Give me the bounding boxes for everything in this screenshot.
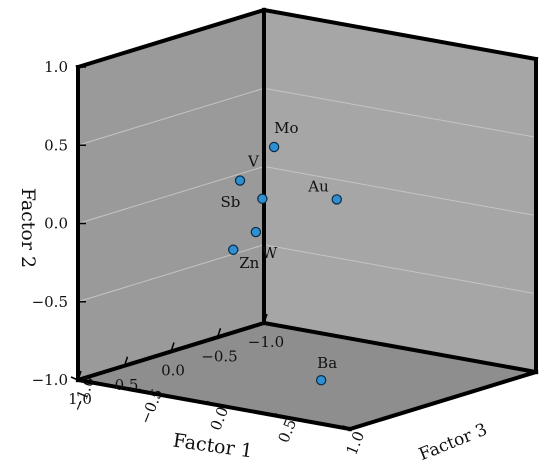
point-v bbox=[234, 175, 246, 186]
z-tick-mark bbox=[342, 425, 351, 430]
point-label-w: W bbox=[262, 244, 278, 262]
y-tick-label: −0.5 bbox=[32, 293, 68, 311]
point-au bbox=[331, 194, 342, 205]
point-sb bbox=[257, 193, 268, 204]
x-tick-mark bbox=[263, 313, 268, 324]
y-tick-label: −1.0 bbox=[32, 371, 68, 389]
y-axis-title: Factor 2 bbox=[17, 188, 39, 268]
point-label-au: Au bbox=[307, 177, 329, 195]
x-tick-mark bbox=[77, 370, 82, 381]
point-ba bbox=[315, 374, 327, 386]
point-label-v: V bbox=[247, 153, 260, 171]
z-tick-label: −1.0 bbox=[68, 374, 98, 415]
x-axis-title: Factor 1 bbox=[172, 430, 254, 463]
point-label-sb: Sb bbox=[220, 193, 240, 211]
x-tick-label: 1.0 bbox=[68, 390, 92, 408]
gridline-left-wall bbox=[77, 87, 265, 146]
x-tick-label: −1.0 bbox=[248, 333, 284, 351]
y-tick-label: 1.0 bbox=[44, 58, 68, 76]
gridline-back-wall bbox=[263, 87, 537, 138]
y-tick-label: 0.0 bbox=[44, 215, 68, 233]
z-tick-mark bbox=[274, 413, 283, 418]
x-tick-mark bbox=[216, 328, 222, 338]
z-axis-title: Factor 3 bbox=[416, 420, 490, 465]
y-tick-label: 0.5 bbox=[44, 136, 68, 154]
z-tick-label: 1.0 bbox=[343, 429, 369, 458]
gridline-back-wall bbox=[263, 244, 537, 295]
gridline-back-wall bbox=[263, 166, 537, 216]
point-mo bbox=[268, 141, 280, 153]
x-tick-label: 0.5 bbox=[115, 376, 139, 394]
x-tick-label: −0.5 bbox=[201, 347, 237, 365]
cube-edge bbox=[261, 320, 539, 375]
cube-edge bbox=[75, 7, 267, 70]
point-label-mo: Mo bbox=[274, 119, 298, 137]
gridline-left-wall bbox=[77, 166, 265, 224]
z-tick-mark bbox=[138, 388, 147, 393]
x-tick-label: 0.0 bbox=[161, 362, 185, 380]
point-label-zn: Zn bbox=[239, 254, 259, 272]
x-tick-mark bbox=[123, 356, 129, 366]
z-tick-mark bbox=[206, 400, 215, 406]
floor bbox=[78, 323, 536, 429]
x-tick-mark bbox=[170, 342, 175, 352]
point-w bbox=[250, 226, 262, 238]
cube-edge bbox=[347, 369, 539, 432]
z-tick-mark bbox=[70, 376, 79, 381]
point-zn bbox=[228, 244, 239, 255]
cube-edge bbox=[261, 7, 539, 62]
point-label-ba: Ba bbox=[317, 354, 337, 372]
